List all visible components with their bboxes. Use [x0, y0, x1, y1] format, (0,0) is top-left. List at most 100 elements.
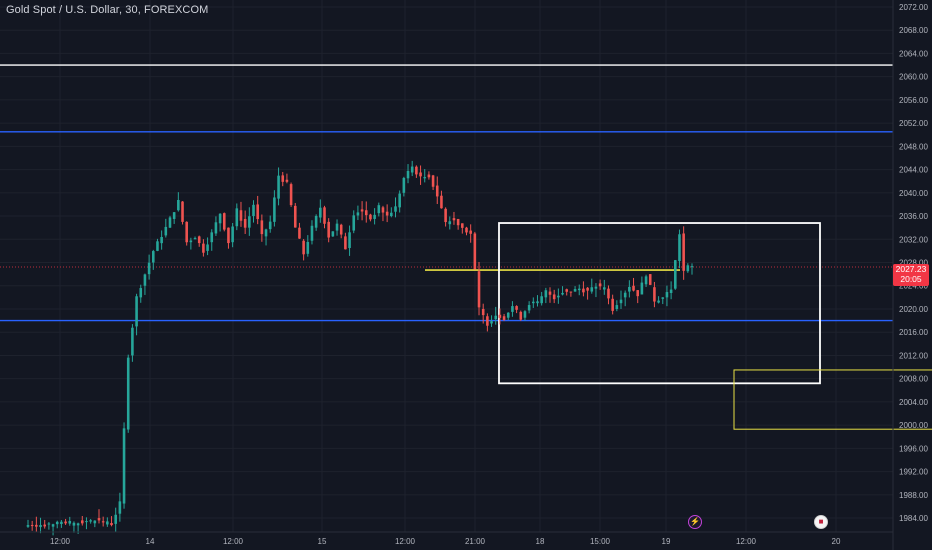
price-tick-label: 2004.00 — [899, 398, 928, 407]
candle-body — [281, 175, 285, 182]
candle-body — [364, 210, 368, 216]
time-tick-label: 12:00 — [223, 537, 244, 546]
candle-body — [285, 179, 289, 182]
lightning-icon[interactable]: ⚡ — [688, 515, 702, 529]
candle-body — [168, 217, 172, 228]
bar-countdown: 20:05 — [900, 274, 922, 284]
time-axis[interactable]: 12:00 14 12:00 15 12:00 21:00 18 15:00 19 12:00 20 — [0, 531, 893, 546]
candle-body — [177, 199, 180, 211]
candle-body — [402, 177, 406, 193]
candle-body — [293, 205, 297, 228]
last-price-tag: 2027.23 20:05 — [893, 264, 929, 286]
candle-body — [490, 321, 493, 324]
candle-body — [344, 236, 347, 250]
candle-body — [648, 274, 652, 285]
time-tick-label: 19 — [662, 537, 671, 546]
candle-body — [577, 288, 581, 291]
candle-body — [582, 288, 585, 293]
candle-body — [665, 292, 669, 298]
candle-body — [573, 289, 577, 292]
candle-body — [544, 290, 548, 298]
candle-body — [569, 291, 573, 293]
price-tick-label: 1988.00 — [899, 491, 928, 500]
candle-body — [678, 234, 681, 262]
candle-body — [118, 501, 122, 514]
candle-body — [97, 518, 101, 521]
candle-body — [657, 300, 660, 303]
drawn-lines[interactable] — [0, 64, 932, 430]
candle-body — [135, 296, 138, 327]
price-tick-label: 2068.00 — [899, 26, 928, 35]
price-axis[interactable]: 1984.00 1988.00 1992.00 1996.00 2000.00 2004.… — [892, 0, 928, 550]
us-flag-icon[interactable]: ■ — [814, 515, 828, 529]
candle-body — [615, 305, 619, 309]
candle-body — [68, 521, 72, 524]
candle-body — [598, 283, 602, 287]
price-tick-label: 2072.00 — [899, 3, 928, 12]
candle-body — [101, 521, 105, 523]
candle-body — [398, 193, 401, 208]
candle-body — [431, 175, 435, 187]
candle-body — [202, 243, 205, 253]
candle-body — [594, 286, 598, 289]
candle-body — [494, 315, 498, 320]
candle-body — [189, 240, 193, 243]
candle-body — [110, 522, 113, 526]
candle-body — [268, 221, 272, 230]
candle-body — [197, 236, 201, 244]
candle-body — [519, 311, 523, 320]
candle-body — [314, 215, 318, 228]
candle-body — [114, 514, 117, 524]
candle-body — [435, 185, 439, 197]
candle-body — [636, 290, 640, 297]
candle-body — [60, 521, 63, 525]
chart-title: Gold Spot / U.S. Dollar, 30, FOREXCOM — [6, 4, 209, 16]
candle-body — [632, 285, 635, 291]
candle-body — [143, 274, 147, 286]
candle-body — [51, 524, 55, 527]
candle-body — [686, 265, 690, 272]
candle-body — [444, 208, 447, 223]
candle-body — [35, 524, 38, 527]
candle-body — [289, 184, 293, 206]
candle-body — [352, 215, 356, 231]
candle-body — [469, 230, 472, 234]
candle-body — [164, 226, 168, 236]
candle-body — [319, 207, 322, 218]
candle-body — [248, 216, 251, 228]
candle-body — [590, 287, 594, 292]
candle-body — [536, 301, 539, 304]
candle-body — [410, 166, 414, 173]
candle-body — [628, 286, 631, 292]
candle-body — [377, 205, 381, 214]
price-tick-label: 2032.00 — [899, 235, 928, 244]
candle-body — [486, 316, 489, 326]
candle-body — [273, 197, 276, 222]
candle-body — [235, 208, 239, 227]
candle-body — [306, 241, 310, 254]
candle-body — [557, 295, 560, 298]
candle-body — [126, 357, 130, 430]
price-tick-label: 2044.00 — [899, 166, 928, 175]
candle-body — [586, 287, 589, 291]
candle-body — [481, 308, 485, 316]
price-tick-label: 2060.00 — [899, 73, 928, 82]
candle-body — [327, 221, 330, 238]
candle-body — [339, 224, 343, 235]
candle-body — [310, 225, 314, 241]
price-tick-label: 2056.00 — [899, 96, 928, 105]
candle-body — [552, 294, 556, 300]
candle-body — [419, 172, 422, 177]
candle-body — [423, 177, 427, 179]
candle-body — [674, 260, 677, 289]
candle-body — [456, 218, 460, 226]
candle-body — [498, 314, 502, 318]
candle-body — [277, 175, 280, 199]
candle-body — [172, 212, 176, 219]
candle-body — [151, 251, 155, 263]
candle-body — [373, 214, 376, 219]
candle-body — [298, 227, 301, 239]
candle-body — [465, 227, 468, 233]
price-tick-label: 2020.00 — [899, 305, 928, 314]
